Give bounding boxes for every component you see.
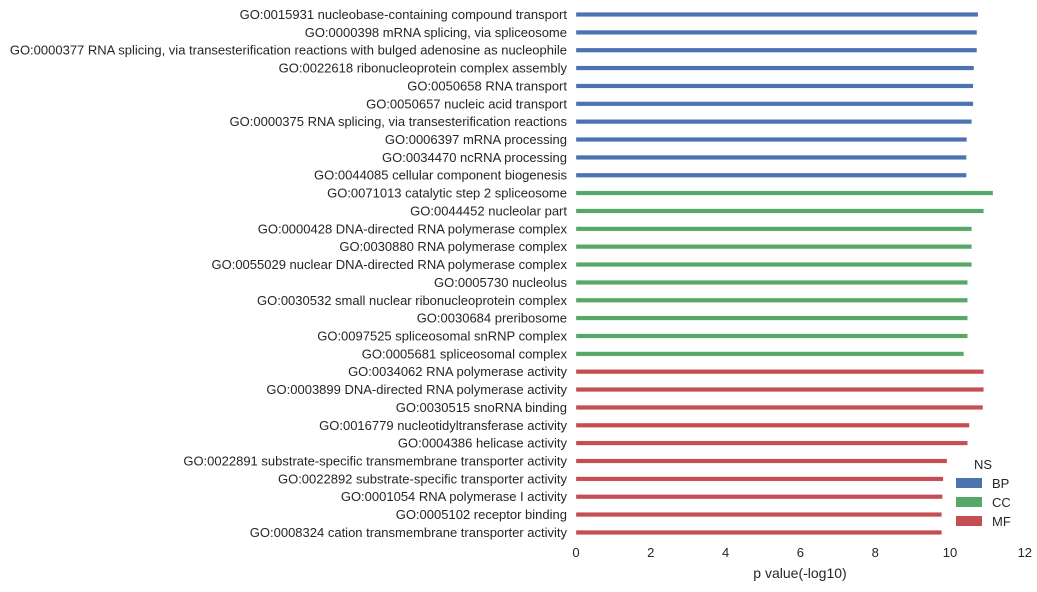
x-tick-label: 10 [943,545,957,560]
bar-mf [575,458,948,464]
category-label: GO:0022892 substrate-specific transporte… [278,471,568,486]
legend: NS BP CC MF [956,457,1011,529]
category-label: GO:0030880 RNA polymerase complex [339,239,567,254]
x-tick-label: 4 [722,545,729,560]
category-label: GO:0071013 catalytic step 2 spliceosome [327,186,567,201]
category-label: GO:0005730 nucleolus [434,275,567,290]
bar-cc [575,297,968,303]
legend-label-mf: MF [992,514,1011,529]
x-tick-label: 6 [797,545,804,560]
x-tick-label: 2 [647,545,654,560]
category-label: GO:0044452 nucleolar part [410,203,567,218]
category-label: GO:0055029 nuclear DNA-directed RNA poly… [211,257,567,272]
category-label: GO:0000375 RNA splicing, via transesteri… [230,114,568,129]
bar-cc [575,279,968,285]
legend-label-cc: CC [992,495,1011,510]
bar-mf [575,440,968,446]
bar-bp [575,83,974,89]
bar-mf [575,405,984,410]
category-label: GO:0001054 RNA polymerase I activity [341,489,568,504]
bar-mf [575,530,942,535]
bar-mf [575,476,944,482]
bar-bp [575,154,967,160]
bar-cc [575,262,972,267]
category-label: GO:0004386 helicase activity [398,436,568,451]
category-label: GO:0097525 spliceosomal snRNP complex [317,328,567,343]
bar-bp [575,47,978,53]
x-tick-label: 12 [1018,545,1032,560]
category-label: GO:0030684 preribosome [417,311,567,326]
bar-mf [575,369,984,375]
bar-bp [575,137,967,142]
bar-mf [575,494,943,500]
category-label: GO:0005102 receptor binding [396,507,567,522]
bar-bp [575,29,978,35]
bar-bp [575,172,967,178]
category-label: GO:0000428 DNA-directed RNA polymerase c… [258,221,568,236]
category-label: GO:0034470 ncRNA processing [382,150,567,165]
bar-mf [575,387,984,392]
bars-layer [575,12,994,535]
x-tick-label: 0 [572,545,579,560]
category-label: GO:0015931 nucleobase-containing compoun… [240,7,568,22]
category-label: GO:0050658 RNA transport [407,78,567,93]
x-axis-title: p value(-log10) [753,565,846,581]
category-label: GO:0050657 nucleic acid transport [366,96,567,111]
bar-bp [575,101,974,107]
bar-cc [575,315,968,321]
category-labels: GO:0015931 nucleobase-containing compoun… [10,7,568,540]
legend-title: NS [974,457,992,472]
bar-cc [575,208,984,214]
category-label: GO:0022618 ribonucleoprotein complex ass… [279,61,568,76]
category-label: GO:0030515 snoRNA binding [396,400,567,415]
bar-bp [575,65,975,71]
legend-swatch-bp [956,478,982,488]
category-label: GO:0022891 substrate-specific transmembr… [183,454,567,469]
legend-swatch-cc [956,497,982,507]
category-label: GO:0044085 cellular component biogenesis [314,168,567,183]
bar-cc [575,333,968,339]
category-label: GO:0006397 mRNA processing [385,132,567,147]
category-label: GO:0008324 cation transmembrane transpor… [250,525,568,540]
legend-swatch-mf [956,516,982,526]
bar-cc [575,351,964,357]
bar-mf [575,512,942,517]
x-tick-label: 8 [872,545,879,560]
category-label: GO:0000377 RNA splicing, via transesteri… [10,43,567,58]
x-axis: 0 2 4 6 8 10 12 [572,545,1032,560]
bar-cc [575,244,972,250]
category-label: GO:0034062 RNA polymerase activity [348,364,567,379]
category-label: GO:0016779 nucleotidyltransferase activi… [319,418,567,433]
category-label: GO:0030532 small nuclear ribonucleoprote… [257,293,568,308]
category-label: GO:0000398 mRNA splicing, via spliceosom… [305,25,567,40]
bar-mf [575,422,970,428]
legend-label-bp: BP [992,476,1009,491]
bar-bp [575,119,972,125]
category-label: GO:0005681 spliceosomal complex [362,346,568,361]
category-label: GO:0003899 DNA-directed RNA polymerase a… [266,382,567,397]
bar-cc [575,226,972,232]
bar-cc [575,190,994,196]
bar-bp [575,12,979,17]
